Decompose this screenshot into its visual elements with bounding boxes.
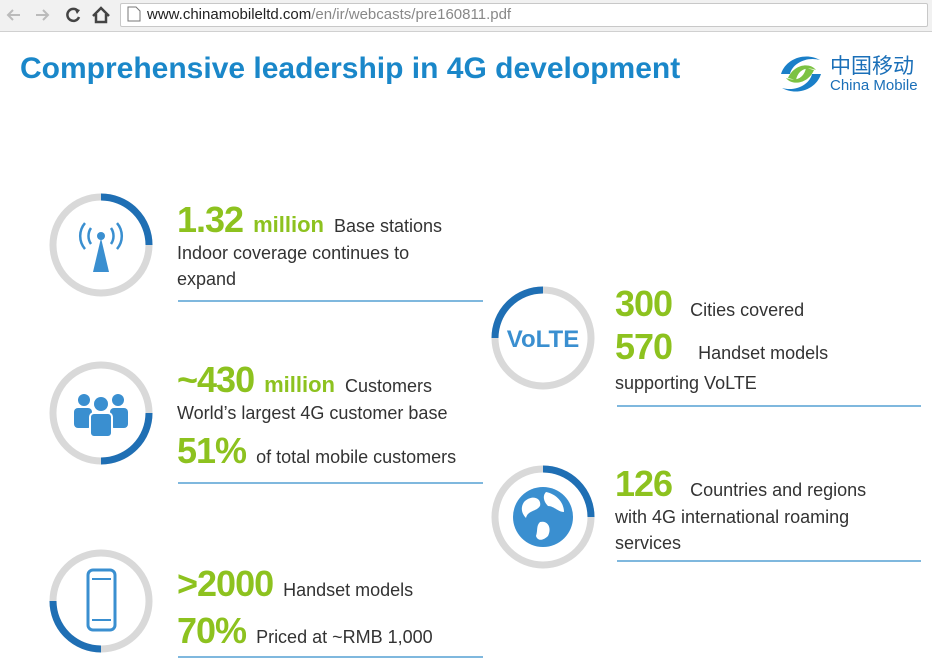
globe-icon xyxy=(491,465,595,569)
divider xyxy=(178,656,483,658)
divider xyxy=(617,405,921,407)
figure: ~430 xyxy=(177,359,255,400)
divider xyxy=(617,560,921,562)
label: Handset models xyxy=(283,580,414,600)
volte-icon: VoLTE xyxy=(491,286,595,390)
stat-customers: ~430 million Customers World’s largest 4G … xyxy=(177,360,482,476)
stat-handsets: >2000 Handset models 70% Priced at ~RMB 1,… xyxy=(177,564,482,658)
note: World’s largest 4G customer base xyxy=(177,403,448,423)
unit: million xyxy=(253,212,324,237)
tower-icon xyxy=(49,193,153,297)
label: Cities covered xyxy=(690,300,805,320)
phone-icon xyxy=(49,549,153,653)
url-path: /en/ir/webcasts/pre160811.pdf xyxy=(311,6,512,23)
figure-2: 51% xyxy=(177,430,247,471)
page-icon xyxy=(127,6,141,22)
url-host: www.chinamobileltd.com xyxy=(147,6,312,23)
figure-2: 570 xyxy=(615,326,673,367)
figure-2: 70% xyxy=(177,610,247,651)
figure: >2000 xyxy=(177,563,274,604)
label: Countries and regions with 4G internatio… xyxy=(615,480,867,553)
browser-toolbar: www.chinamobileltd.com/en/ir/webcasts/pr… xyxy=(0,0,932,32)
stat-volte: 300 Cities covered 570 Handset models supp… xyxy=(615,284,855,396)
figure: 300 xyxy=(615,283,673,324)
address-bar[interactable]: www.chinamobileltd.com/en/ir/webcasts/pr… xyxy=(120,3,928,27)
label-2: Priced at ~RMB 1,000 xyxy=(256,627,433,647)
label: Customers xyxy=(344,376,433,396)
label-2: Handset models supporting VoLTE xyxy=(615,343,829,393)
logo-english: China Mobile xyxy=(830,77,918,94)
volte-label: VoLTE xyxy=(507,326,579,353)
stat-roaming: 126 Countries and regions with 4G interna… xyxy=(615,464,890,556)
divider xyxy=(178,300,483,302)
figure: 126 xyxy=(615,463,673,504)
note: Indoor coverage continues to expand xyxy=(177,243,410,289)
slide-title: Comprehensive leadership in 4G developme… xyxy=(20,52,681,85)
figure: 1.32 xyxy=(177,199,244,240)
logo-mark xyxy=(781,56,821,92)
nav-buttons[interactable] xyxy=(0,0,115,30)
logo-chinese: 中国移动 xyxy=(830,54,914,78)
label: Base stations xyxy=(333,216,443,236)
stat-base-stations: 1.32 million Base stations Indoor coverage… xyxy=(177,200,462,292)
unit: million xyxy=(264,372,335,397)
people-icon xyxy=(49,361,153,465)
divider xyxy=(178,482,483,484)
label-2: of total mobile customers xyxy=(256,447,457,467)
